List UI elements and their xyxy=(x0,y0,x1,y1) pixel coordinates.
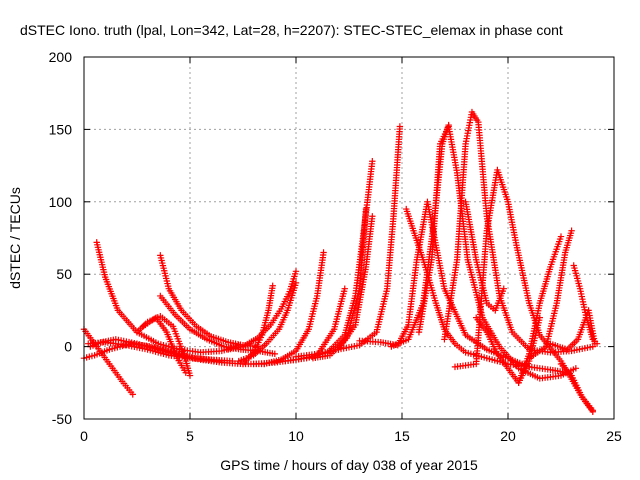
x-tick-label: 25 xyxy=(606,428,622,444)
data-series xyxy=(309,205,370,362)
data-point xyxy=(572,365,580,372)
data-point xyxy=(396,123,404,130)
x-tick-label: 20 xyxy=(500,428,516,444)
y-tick-label: 100 xyxy=(49,194,73,210)
data-series xyxy=(557,360,596,414)
data-point xyxy=(182,369,189,376)
x-tick-label: 10 xyxy=(288,428,304,444)
data-point xyxy=(271,350,278,358)
data-point xyxy=(557,233,565,240)
y-tick-label: 150 xyxy=(49,121,73,137)
data-point xyxy=(292,279,300,287)
data-series xyxy=(235,279,300,365)
x-tick-label: 0 xyxy=(80,428,88,444)
data-series xyxy=(140,314,189,376)
data-point xyxy=(568,227,575,234)
chart-title: dSTEC Iono. truth (lpal, Lon=342, Lat=28… xyxy=(20,22,563,38)
data-point xyxy=(589,407,596,414)
data-point xyxy=(292,268,300,275)
data-point xyxy=(129,391,136,398)
x-tick-label: 15 xyxy=(394,428,410,444)
axis-ticks: 0 5 10 15 20 25 -50 0 50 100 150 200 xyxy=(49,49,622,444)
data-point xyxy=(593,340,601,347)
y-tick-label: -50 xyxy=(52,411,72,427)
y-tick-label: 50 xyxy=(56,266,72,282)
data-point xyxy=(500,285,507,292)
y-tick-label: 200 xyxy=(49,49,73,65)
data-series xyxy=(356,198,533,371)
data-series xyxy=(157,252,262,350)
data-point xyxy=(186,372,194,379)
data-series xyxy=(570,262,601,347)
data-point xyxy=(320,249,327,256)
data-point xyxy=(341,285,348,292)
data-series xyxy=(515,233,565,386)
x-axis-label: GPS time / hours of day 038 of year 2015 xyxy=(220,457,478,473)
y-axis-label: dSTEC / TECUs xyxy=(7,187,23,289)
data-marks xyxy=(80,108,601,415)
data-point xyxy=(362,205,370,213)
x-tick-label: 5 xyxy=(186,428,194,444)
data-point xyxy=(369,158,376,165)
data-series xyxy=(239,282,276,368)
data-series xyxy=(462,198,507,314)
data-series xyxy=(526,227,575,362)
data-point xyxy=(369,213,376,220)
data-series xyxy=(80,326,136,398)
data-series xyxy=(335,123,404,353)
data-point xyxy=(269,282,276,289)
plot-frame xyxy=(83,56,615,420)
y-tick-label: 0 xyxy=(64,339,72,355)
